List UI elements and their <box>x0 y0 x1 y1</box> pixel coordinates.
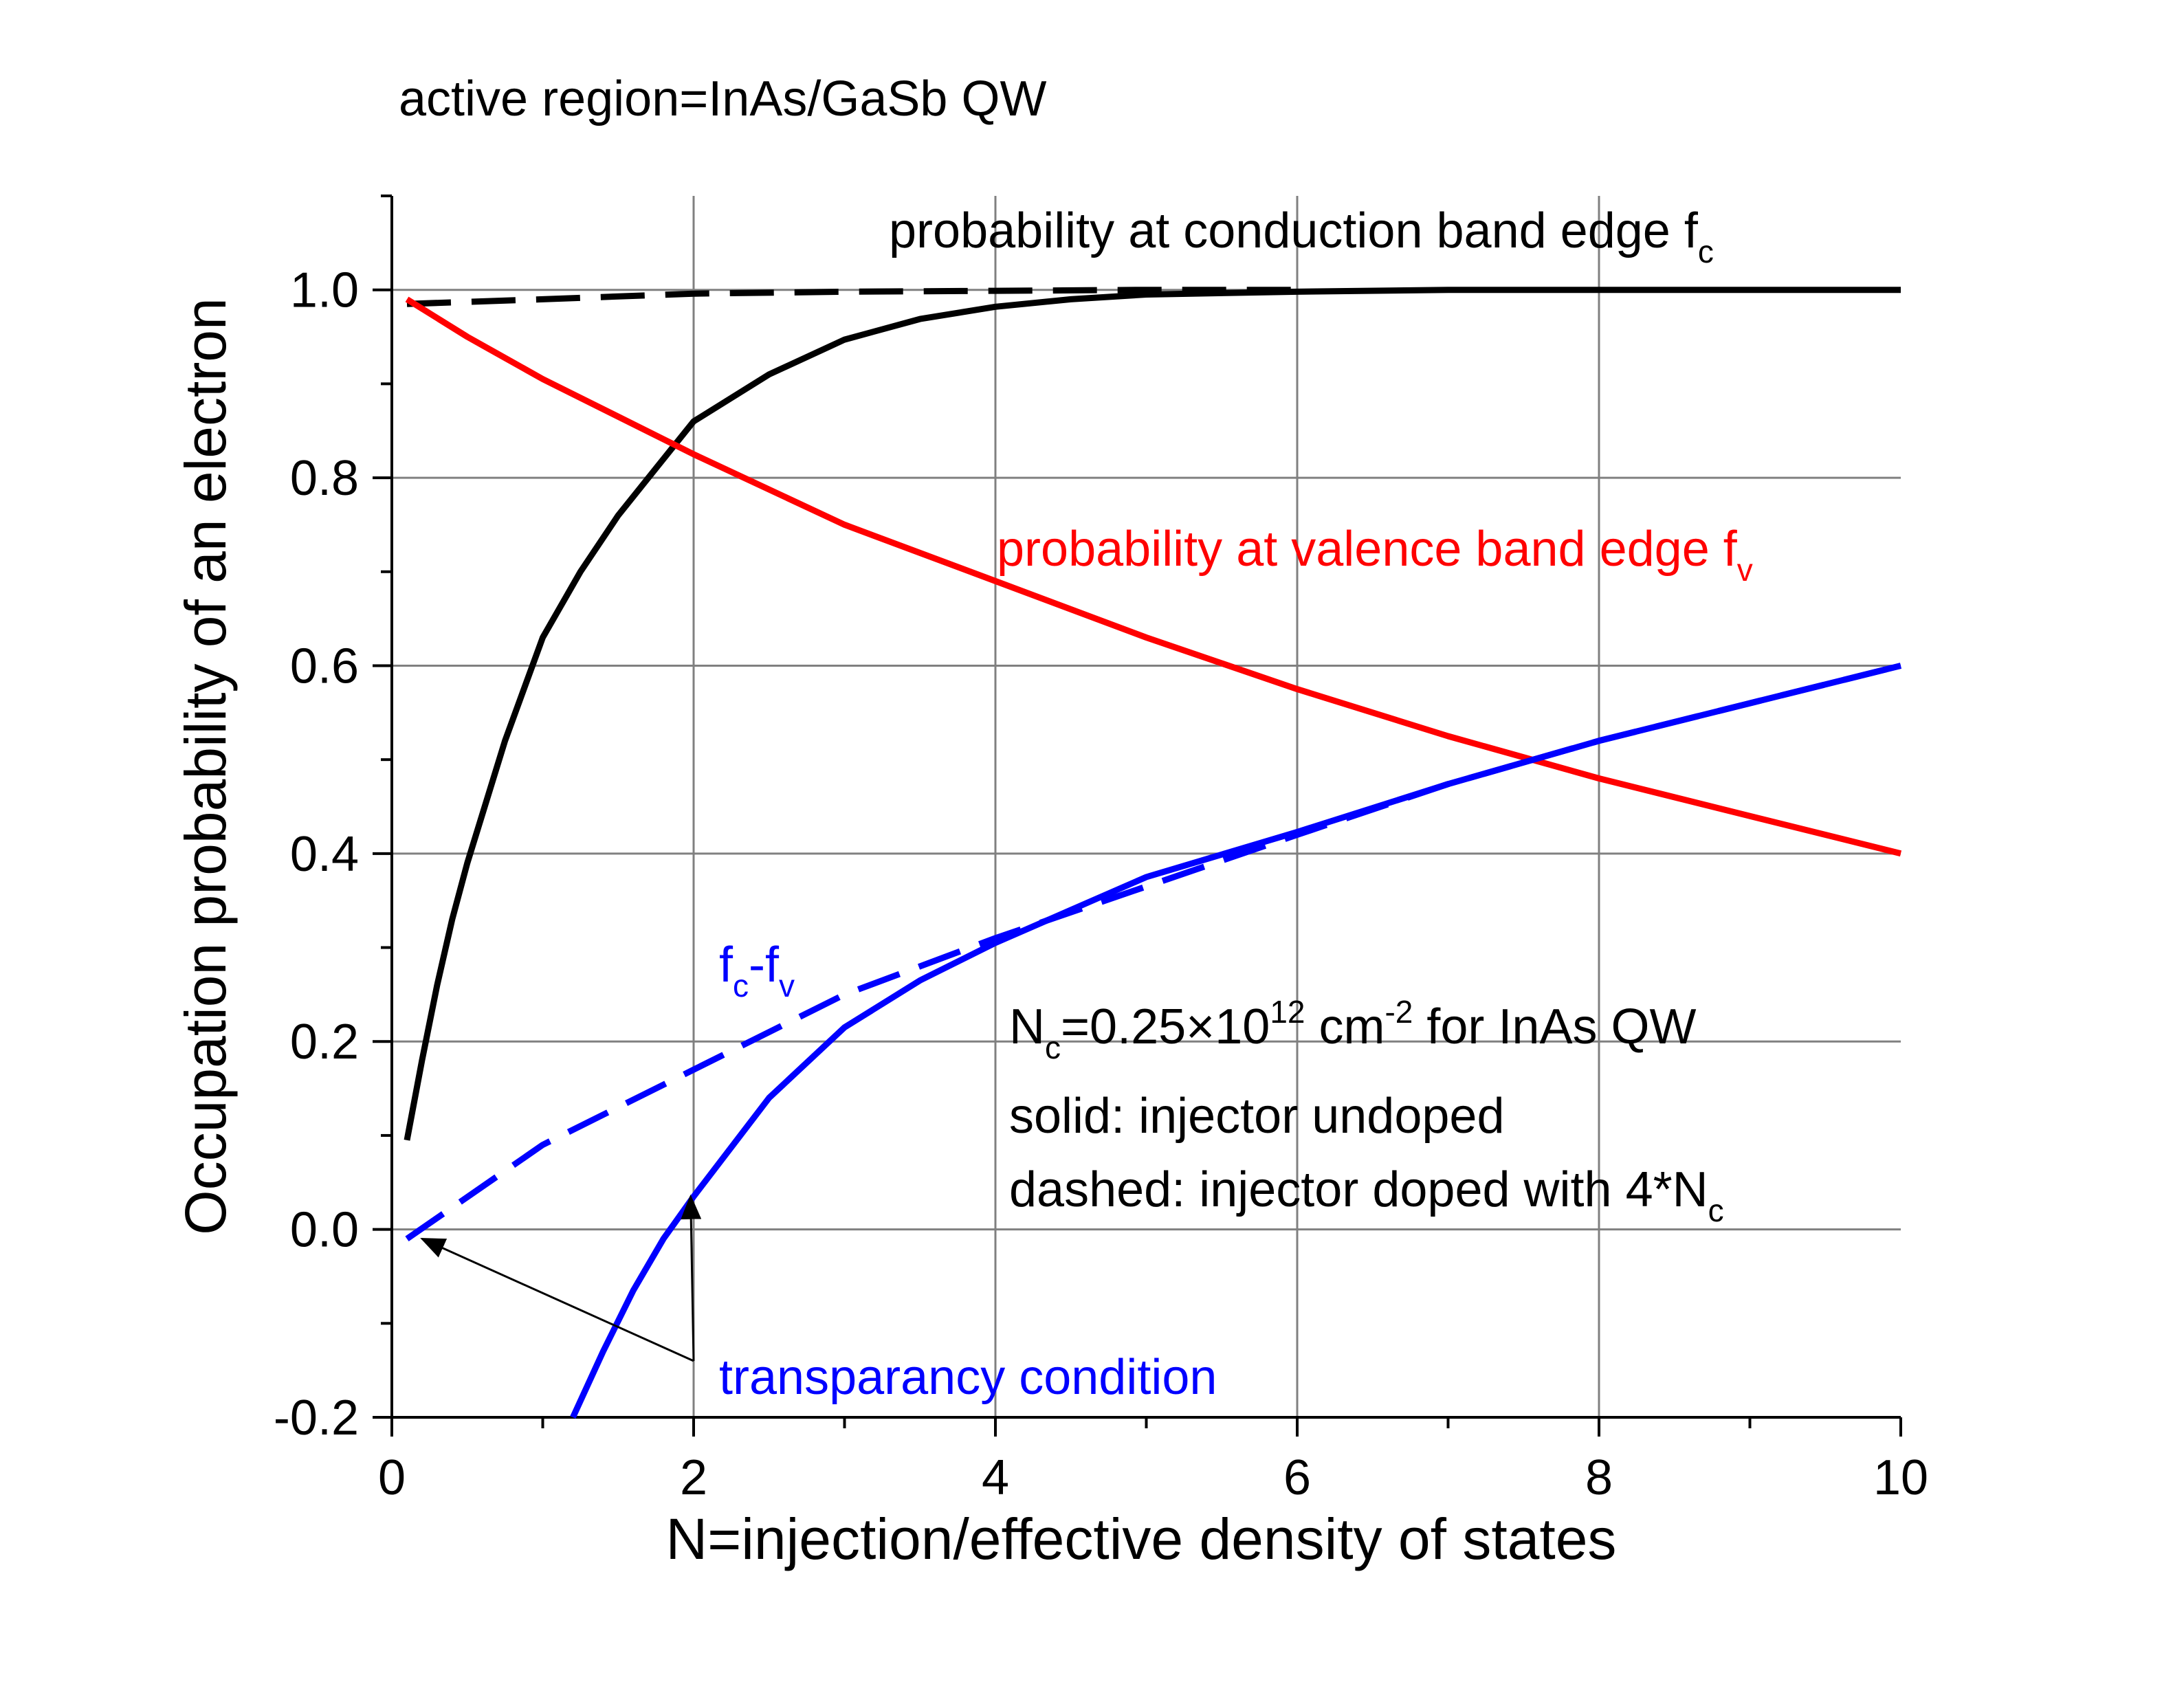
fc-minus-fv-label: fc-fv <box>719 938 795 1004</box>
y-tick-label: 0.4 <box>290 827 359 882</box>
fv-label: probability at valence band edge fv <box>997 522 1753 588</box>
x-tick-label: 0 <box>378 1450 406 1505</box>
y-tick-label: -0.2 <box>274 1391 359 1445</box>
x-axis-label: N=injection/effective density of states <box>666 1507 1617 1571</box>
solid-note: solid: injector undoped <box>1009 1089 1505 1144</box>
series-fv <box>405 296 1902 857</box>
series-fc_dashed <box>406 287 1297 307</box>
series-lines <box>404 287 1902 1419</box>
dashed-note: dashed: injector doped with 4*Nc <box>1009 1162 1724 1228</box>
y-tick-label: 0.6 <box>290 639 359 694</box>
y-tick-label: 1.0 <box>290 263 359 318</box>
y-tick-label: 0.0 <box>290 1203 359 1258</box>
chart-title: active region=InAs/GaSb QW <box>399 71 1046 126</box>
series-fc_minus_fv_dashed <box>405 663 1902 1242</box>
y-ticks: -0.2 0.0 0.2 0.4 0.6 0.8 1.0 <box>274 195 392 1445</box>
transparency-arrow <box>420 1237 694 1362</box>
x-tick-label: 8 <box>1585 1450 1613 1505</box>
x-tick-label: 6 <box>1283 1450 1311 1505</box>
x-ticks: 0 2 4 6 8 10 <box>378 1417 1928 1505</box>
transparency-arrows <box>420 1194 702 1362</box>
transparency-label: transparancy condition <box>719 1350 1217 1405</box>
y-axis-label: Occupation probability of an electron <box>173 298 238 1234</box>
x-tick-label: 2 <box>680 1450 707 1505</box>
y-tick-label: 0.8 <box>290 451 359 506</box>
fc-label: probability at conduction band edge fc <box>889 203 1714 269</box>
transparency-arrow <box>681 1194 702 1362</box>
x-tick-label: 4 <box>982 1450 1009 1505</box>
x-tick-label: 10 <box>1873 1450 1928 1505</box>
nc-annotation: Nc=0.25×1012 cm-2 for InAs QW <box>1009 994 1696 1065</box>
series-fc_minus_fv_solid <box>570 663 1902 1419</box>
y-tick-label: 0.2 <box>290 1015 359 1070</box>
